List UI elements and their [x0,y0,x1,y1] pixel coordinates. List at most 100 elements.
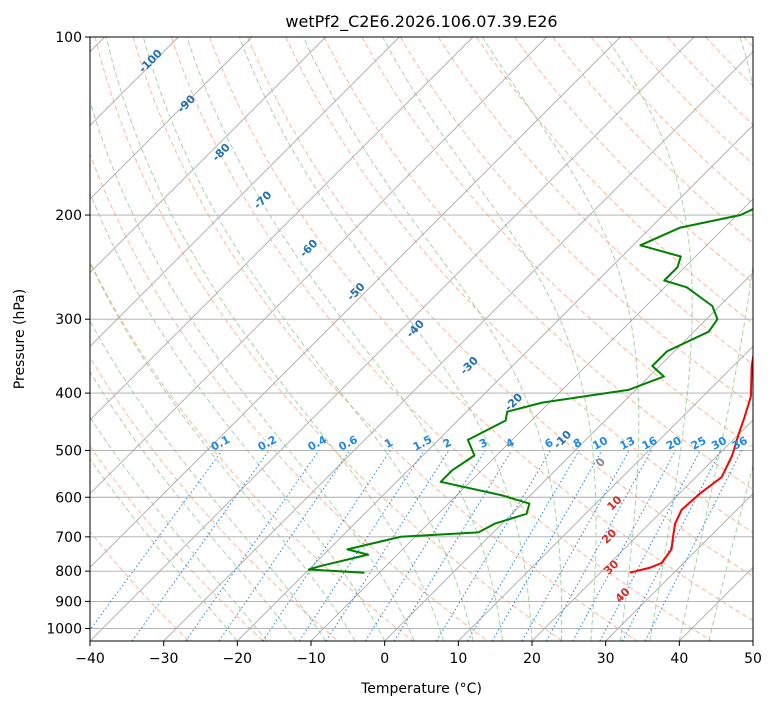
dry-adiabat-label: -30 [458,354,481,377]
y-tick-label: 200 [55,208,82,224]
dry-adiabat-line [399,37,753,407]
isotherm-line [90,37,400,347]
y-axis-label: Pressure (hPa) [12,289,28,389]
moist-adiabat-line [90,320,327,641]
mixing-ratio-line [435,450,552,641]
isotherms [90,37,753,641]
moist-adiabat-line [90,261,356,641]
dry-adiabat-label: -50 [344,280,367,303]
isotherm-line [163,51,753,641]
isotherm-line [90,37,547,495]
y-tick-label: 1000 [46,621,82,637]
isotherm-line [90,37,253,200]
isotherm-line [90,37,621,568]
dry-adiabat-line [667,37,753,126]
mixing-ratio-label: 4 [504,436,517,451]
dry-adiabat-line [132,37,638,641]
dry-adiabat-label: -20 [502,390,525,413]
mixing-ratio-line [131,450,270,641]
isotherm-line [605,493,753,641]
dry-adiabat-line [90,152,488,641]
dry-adiabat-label: -80 [210,141,233,164]
dry-adiabat-line [94,37,563,641]
mixing-ratio-line [262,450,391,641]
mixing-ratio-line [218,450,351,641]
isotherm-line [237,124,753,641]
mixing-ratio-lines [90,450,742,641]
mixing-ratio-line [325,450,450,641]
mixing-ratio-line [185,450,320,641]
mixing-ratio-line [572,450,676,641]
mixing-ratio-label: 30 [709,434,729,453]
dry-adiabat-line [90,260,414,641]
x-tick-label: −10 [296,651,326,667]
plot-area: 0.1 0.2 0.4 0.6 1 1.5 2 3 4 6 8 10 13 16 20 25 30 36-100-… [90,37,753,641]
dry-adiabat-line [705,37,753,87]
dry-adiabat-line [247,37,753,577]
x-tick-label: 40 [670,651,688,667]
dry-adiabat-line [285,37,753,534]
moist-adiabat-line [90,416,268,641]
dry-adiabat-line [209,37,753,622]
dry-adiabat-line [628,37,753,165]
dry-adiabat-line [590,37,753,205]
isotherm-line [90,37,695,641]
mixing-ratio-label: 13 [618,434,638,453]
x-tick-label: 30 [597,651,615,667]
mixing-ratio-line [644,450,742,641]
isotherm-line [531,419,753,641]
isopleth-labels: 0.1 0.2 0.4 0.6 1 1.5 2 3 4 6 8 10 13 16 20 25 30 36-100-… [136,47,750,606]
moist-adiabat-line [382,37,597,641]
y-tick-label: 500 [55,443,82,459]
dry-adiabat-line [361,37,753,448]
x-tick-label: 0 [380,651,389,667]
chart-title: wetPf2_C2E6.2026.106.07.39.E26 [285,12,557,32]
moist-adiabat-line [105,37,445,641]
x-tick-label: 20 [523,651,541,667]
isotherm-line [90,37,326,274]
x-tick-label: 50 [744,651,762,667]
dry-adiabat-line [170,37,712,641]
dry-adiabat-label: 30 [601,557,621,577]
isotherm-line [310,198,753,641]
y-tick-label: 300 [55,312,82,328]
mixing-ratio-label: 10 [590,434,610,453]
y-tick-label: 900 [55,594,82,610]
dry-adiabat-label: -90 [175,92,198,115]
dry-adiabat-line [323,37,753,491]
moist-adiabat-line [90,458,238,641]
isotherm-line [384,272,753,641]
mixing-ratio-line [545,450,652,641]
x-axis: −40 −30 −20 −10 0 10 20 30 40 50 [75,641,762,667]
moist-adiabat-line [238,37,533,641]
dry-adiabat-label: -60 [297,237,320,260]
mixing-ratio-line [467,450,580,641]
dry-adiabat-label: 0 [593,455,608,470]
profile-line [629,351,753,574]
moist-adiabat-line [302,37,563,641]
profile-line [307,208,753,574]
dry-adiabat-label: 10 [605,493,625,513]
plot-frame [89,36,754,642]
moist-adiabat-line [678,37,753,641]
x-tick-label: −30 [149,651,179,667]
moist-adiabat-line [186,37,503,641]
dry-adiabat-label: -100 [136,47,165,76]
mixing-ratio-label: 36 [730,434,750,453]
x-tick-label: −20 [223,651,253,667]
dry-adiabat-label: -40 [404,317,427,340]
x-axis-label: Temperature (°C) [360,681,482,697]
dry-adiabat-line [514,37,753,284]
dry-adiabat-line [90,445,264,641]
mixing-ratio-label: 20 [664,434,684,453]
dry-adiabat-label: -70 [251,188,274,211]
mixing-ratio-line [364,450,486,641]
mixing-ratio-line [521,450,630,641]
y-tick-label: 700 [55,530,82,546]
y-tick-label: 600 [55,490,82,506]
y-axis: 100 200 300 400 500 600 700 800 900 1000 [46,30,90,637]
isotherm-line [752,640,753,641]
x-tick-label: 10 [449,651,467,667]
y-tick-label: 100 [55,30,82,46]
